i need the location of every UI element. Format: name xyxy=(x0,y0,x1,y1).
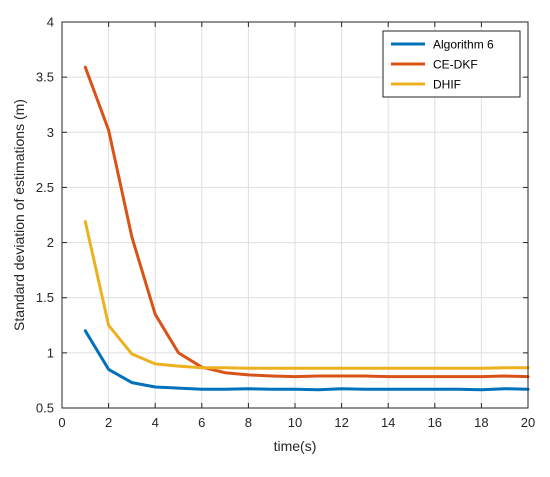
series-line-ce-dkf xyxy=(83,65,530,379)
legend-label: CE-DKF xyxy=(433,58,478,72)
y-tick-label: 2.5 xyxy=(36,180,54,195)
y-tick-label: 4 xyxy=(47,15,54,30)
y-tick-label: 1 xyxy=(47,345,54,360)
y-tick-label: 2 xyxy=(47,235,54,250)
x-tick-label: 8 xyxy=(245,415,252,430)
x-axis-label: time(s) xyxy=(274,438,317,454)
legend-label: Algorithm 6 xyxy=(433,38,494,52)
x-tick-label: 12 xyxy=(334,415,348,430)
x-tick-label: 20 xyxy=(521,415,535,430)
tick-labels: 0 2 4 6 8 10 12 14 16 18 20 0.5 1 1.5 2 2.5 3 3.5 4 xyxy=(36,15,535,431)
x-tick-label: 14 xyxy=(381,415,395,430)
x-tick-label: 2 xyxy=(105,415,112,430)
y-tick-label: 3.5 xyxy=(36,70,54,85)
x-tick-label: 18 xyxy=(474,415,488,430)
x-tick-label: 0 xyxy=(58,415,65,430)
x-tick-label: 6 xyxy=(198,415,205,430)
axis-ticks xyxy=(61,21,529,409)
y-axis-label: Standard deviation of estimations (m) xyxy=(11,99,27,331)
y-tick-label: 0.5 xyxy=(36,401,54,416)
series-line-dhif xyxy=(83,220,530,370)
x-tick-label: 16 xyxy=(428,415,442,430)
y-tick-label: 1.5 xyxy=(36,290,54,305)
y-tick-label: 3 xyxy=(47,125,54,140)
legend: Algorithm 6 CE-DKF DHIF xyxy=(382,30,521,98)
x-tick-label: 10 xyxy=(288,415,302,430)
series-lines xyxy=(83,65,530,392)
legend-label: DHIF xyxy=(433,78,461,92)
series-line-algorithm-6 xyxy=(83,329,530,392)
x-tick-label: 4 xyxy=(152,415,159,430)
